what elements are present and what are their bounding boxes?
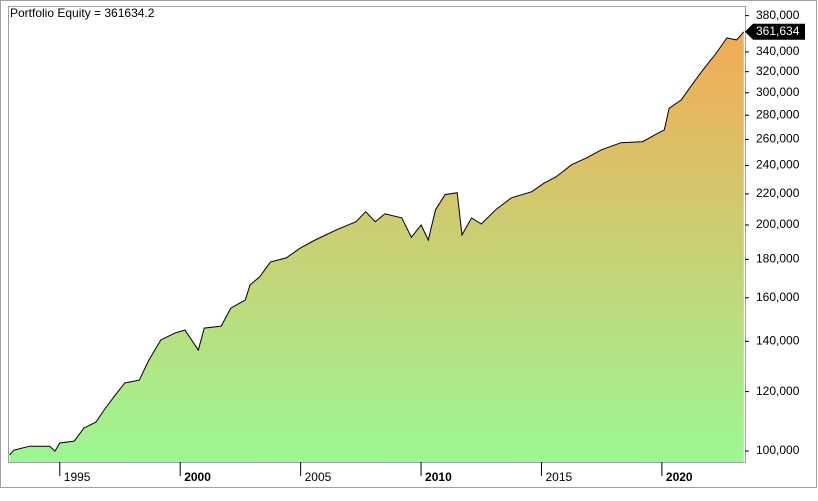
value-label: 361,634 [756, 24, 800, 38]
x-tick-label: 2005 [305, 470, 332, 484]
x-tick-label: 2010 [425, 470, 452, 484]
y-tick-label: 140,000 [756, 333, 800, 347]
x-tick-label: 1995 [64, 470, 91, 484]
value-label-box [745, 23, 805, 40]
chart-title: Portfolio Equity = 361634.2 [10, 6, 155, 20]
y-tick-label: 260,000 [756, 132, 800, 146]
y-tick-label: 160,000 [756, 290, 800, 304]
y-tick-label: 180,000 [756, 252, 800, 266]
y-tick-label: 340,000 [756, 44, 800, 58]
y-tick-label: 300,000 [756, 85, 800, 99]
equity-line [9, 31, 745, 456]
y-tick-label: 220,000 [756, 186, 800, 200]
y-tick-label: 100,000 [756, 443, 800, 457]
x-tick-label: 2020 [666, 470, 693, 484]
y-tick-label: 380,000 [756, 8, 800, 22]
y-tick-label: 280,000 [756, 107, 800, 121]
area-fill [9, 31, 744, 463]
y-tick-label: 320,000 [756, 64, 800, 78]
x-tick-label: 2015 [545, 470, 572, 484]
y-tick-label: 120,000 [756, 384, 800, 398]
y-tick-label: 200,000 [756, 217, 800, 231]
y-tick-label: 240,000 [756, 158, 800, 172]
x-tick-label: 2000 [184, 470, 211, 484]
